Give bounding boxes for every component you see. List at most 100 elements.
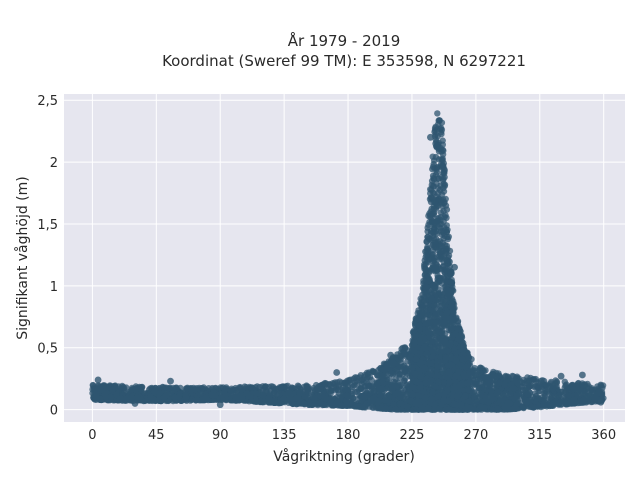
data-point [502,372,509,380]
data-point [343,400,350,407]
data-point [330,384,337,391]
data-point [438,302,445,310]
data-point [434,110,441,117]
chart-title-line1: År 1979 - 2019 [288,31,401,50]
data-point [477,364,484,372]
data-point [317,385,324,393]
data-point [433,144,441,151]
data-point [442,195,449,203]
data-point [434,372,441,379]
data-point [430,175,437,182]
data-point [440,147,447,154]
data-point [435,175,442,182]
data-point [431,405,439,413]
data-point [410,384,417,391]
data-point [536,387,544,395]
data-point [542,387,549,394]
data-point [447,361,454,369]
data-point [350,398,357,406]
data-point [335,387,342,394]
data-point [227,387,235,394]
data-point [362,387,369,394]
data-point [427,186,434,193]
data-point [432,323,439,331]
data-point [496,379,503,387]
data-point [363,378,370,386]
data-point [595,387,603,394]
data-point [369,404,376,411]
data-point [404,367,411,375]
data-point [432,136,439,143]
data-point [443,286,450,293]
data-point [428,194,435,201]
data-point [438,330,446,337]
data-point [338,402,345,409]
data-point [409,329,417,336]
data-point [561,389,569,397]
data-point [409,391,416,399]
data-point [342,379,349,386]
data-point [390,401,397,408]
data-point [319,401,326,409]
data-point [205,385,212,392]
data-point [579,380,586,387]
data-point [433,169,441,176]
data-point [451,345,458,353]
data-point [353,374,361,381]
data-point [443,309,451,316]
data-point [524,390,532,398]
data-point [192,397,199,404]
data-point [308,401,315,408]
data-point [528,403,535,411]
data-point [492,373,500,381]
data-point [436,383,444,391]
data-point [440,184,447,192]
data-point [401,350,408,357]
data-point [436,117,443,124]
data-point [444,386,451,393]
data-point [427,212,434,219]
data-point [438,130,445,138]
data-point [412,378,419,385]
data-point [437,248,444,255]
data-point [378,373,385,380]
data-point [494,388,501,396]
data-point [375,397,382,404]
data-point [440,392,447,399]
data-points [89,110,607,413]
data-point [445,368,453,375]
data-point [418,296,426,303]
data-point [333,398,341,406]
data-point [362,402,369,409]
data-point [441,374,449,381]
data-point [430,205,438,212]
data-point [392,375,399,383]
data-point [256,383,263,391]
data-point [536,382,543,389]
data-point [430,257,437,264]
data-point [425,277,432,285]
data-point [452,357,460,364]
data-point [438,191,446,198]
data-point [523,399,530,406]
data-point [438,156,445,163]
data-point [402,345,409,352]
data-point [440,207,447,215]
data-point [200,384,207,391]
data-point [473,376,480,383]
data-point [321,379,329,387]
data-point [444,235,452,243]
data-point [549,382,556,389]
data-point [285,389,293,396]
data-point [410,347,418,354]
data-point [532,375,539,383]
data-point [555,392,563,399]
data-point [430,160,437,168]
data-point [423,251,430,259]
data-point [388,370,395,377]
data-point [259,392,266,399]
data-point [434,126,441,133]
data-point [109,386,116,393]
